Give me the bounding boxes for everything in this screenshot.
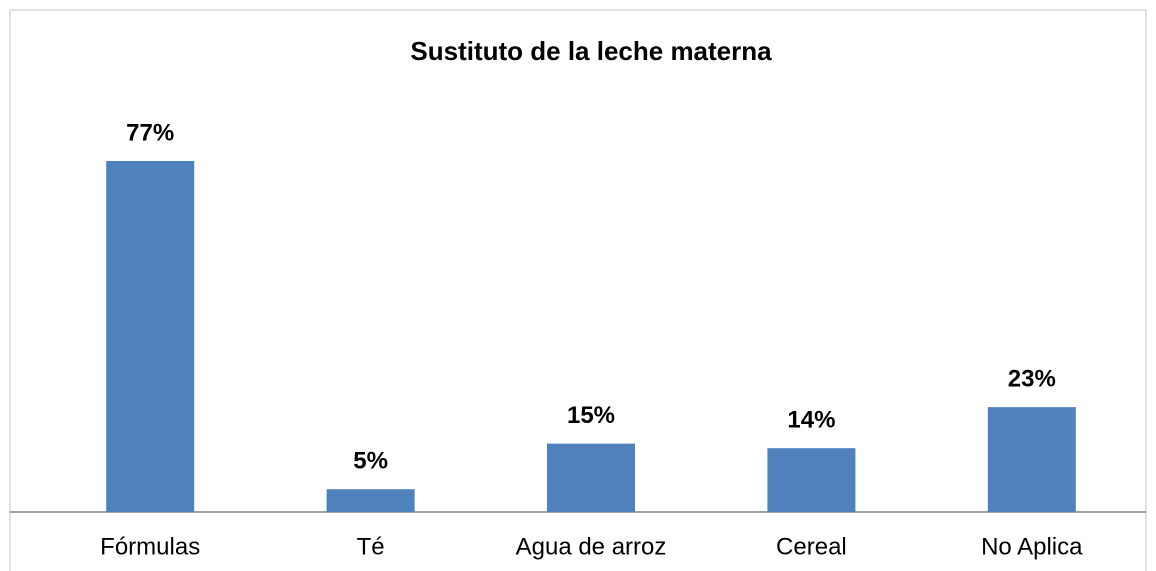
- bar: [767, 448, 856, 512]
- data-label: 15%: [567, 402, 615, 429]
- chart-frame: [9, 9, 1147, 571]
- x-tick-label: Fórmulas: [100, 533, 200, 560]
- data-label: 5%: [353, 448, 388, 475]
- data-label: 77%: [126, 119, 174, 146]
- x-tick-label: Agua de arroz: [516, 533, 667, 560]
- bar: [326, 489, 415, 512]
- bar: [106, 161, 195, 512]
- x-tick-label: Té: [357, 533, 385, 560]
- x-tick-label: Cereal: [776, 533, 847, 560]
- data-label: 14%: [787, 407, 835, 434]
- chart-title: Sustituto de la leche materna: [410, 36, 772, 66]
- x-tick-label: No Aplica: [981, 533, 1083, 560]
- bar: [547, 443, 635, 512]
- data-label: 23%: [1008, 365, 1056, 392]
- bar: [987, 407, 1076, 512]
